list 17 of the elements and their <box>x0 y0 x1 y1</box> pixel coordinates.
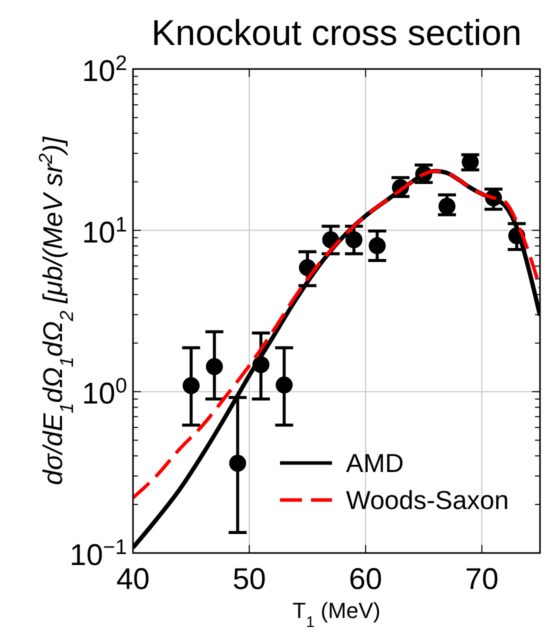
point <box>206 358 223 376</box>
point <box>438 198 456 215</box>
y-tick-label: 10$^{2}$ <box>82 52 127 88</box>
x-axis-title: T$_{1}$ (MeV) <box>292 598 381 630</box>
point <box>182 377 200 394</box>
point <box>276 376 293 394</box>
chart-title: Knockout cross section <box>151 12 522 53</box>
point <box>229 454 246 472</box>
x-tick-label: 70 <box>465 563 499 596</box>
y-tick-label: 10$^{0}$ <box>82 374 127 411</box>
point <box>345 231 362 248</box>
y-tick-label: 10$^{1}$ <box>82 212 127 250</box>
x-tick-label: 60 <box>348 563 382 596</box>
legend-label: Woods-Saxon <box>346 485 509 515</box>
x-tick-label: 50 <box>232 563 266 596</box>
legend-label: AMD <box>346 448 404 478</box>
point <box>368 237 386 254</box>
